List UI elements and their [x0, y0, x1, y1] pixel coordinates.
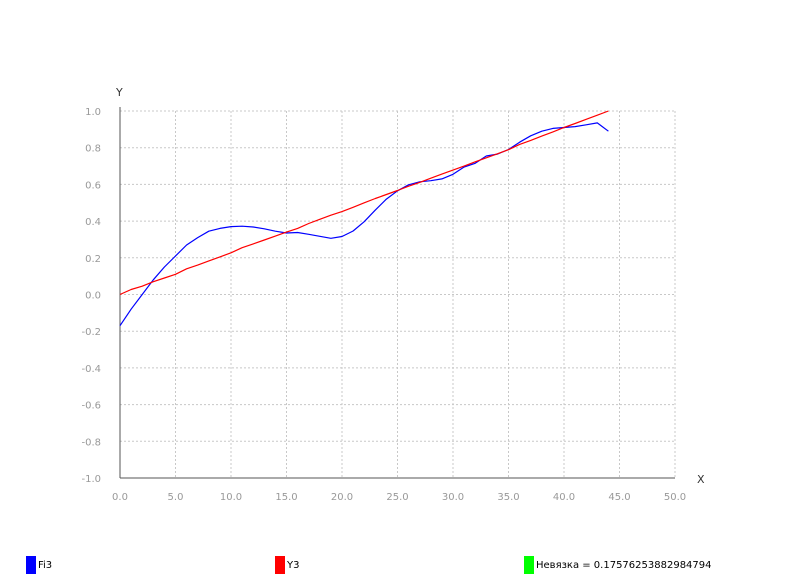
y-tick-label: 0.2	[85, 254, 101, 265]
tick-labels: 0.0 5.0 10.0 15.0 20.0 25.0 30.0 35.0 40.0 45.0 50…	[81, 107, 686, 503]
x-axis-title: X	[697, 473, 705, 486]
y-tick-label: 0.8	[85, 144, 101, 155]
legend-item-y3: Y3	[275, 556, 299, 574]
legend-label-fi3: Fi3	[38, 559, 53, 571]
x-tick-label: 10.0	[220, 492, 242, 503]
x-tick-label: 0.0	[112, 492, 128, 503]
y-tick-label: -0.4	[81, 364, 101, 375]
x-tick-label: 50.0	[664, 492, 686, 503]
x-tick-label: 20.0	[331, 492, 353, 503]
legend-item-fi3: Fi3	[26, 556, 52, 574]
series-line-y3	[119, 110, 609, 296]
x-tick-label: 15.0	[275, 492, 297, 503]
y-tick-label: -0.6	[81, 401, 101, 412]
legend-swatch-residual	[524, 556, 534, 574]
legend-swatch-fi3	[26, 556, 36, 574]
y-tick-label: 0.6	[85, 180, 101, 191]
y-axis-title: Y	[115, 86, 123, 99]
series-line-fi3	[119, 122, 609, 327]
y-tick-label: 0.4	[85, 217, 101, 228]
chart-grid	[120, 110, 676, 478]
y-tick-label: 0.0	[85, 291, 101, 302]
x-tick-label: 45.0	[608, 492, 630, 503]
x-tick-label: 35.0	[497, 492, 519, 503]
legend-swatch-y3	[275, 556, 285, 574]
chart-axes	[119, 107, 675, 479]
y-tick-label: -1.0	[81, 474, 101, 485]
x-tick-label: 30.0	[442, 492, 464, 503]
series-lines	[119, 110, 609, 327]
x-tick-label: 25.0	[386, 492, 408, 503]
y-tick-label: -0.8	[81, 437, 101, 448]
x-tick-label: 40.0	[553, 492, 575, 503]
y-tick-label: -0.2	[81, 327, 101, 338]
legend-label-residual: Невязка = 0.17576253882984794	[536, 559, 712, 571]
y-tick-label: 1.0	[85, 107, 101, 118]
legend-item-residual: Невязка = 0.17576253882984794	[524, 556, 712, 574]
legend-label-y3: Y3	[287, 559, 300, 571]
x-tick-label: 5.0	[168, 492, 184, 503]
